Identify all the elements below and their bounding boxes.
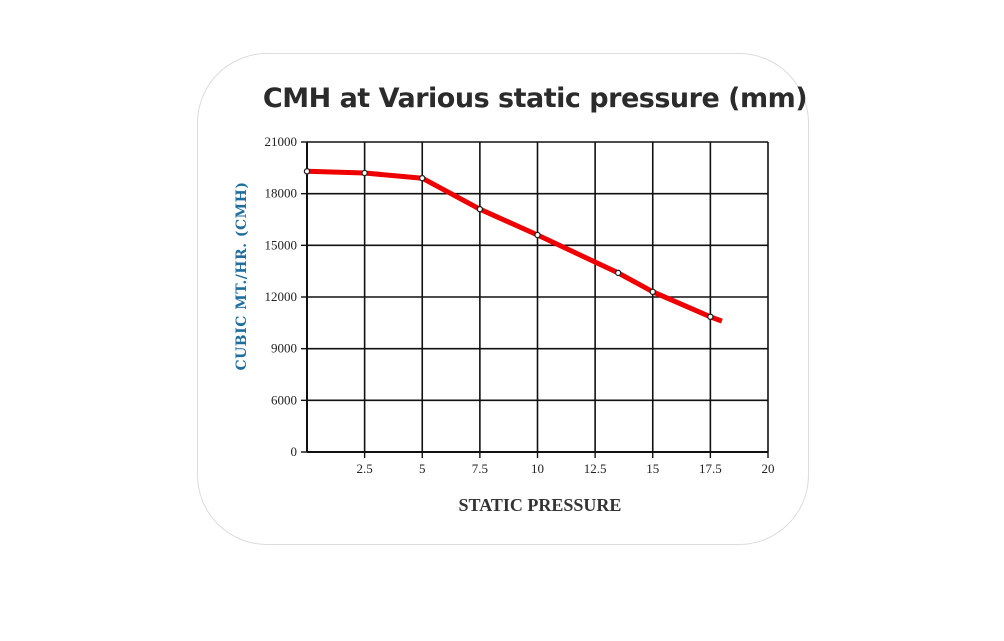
y-tick-label: 9000 (271, 341, 297, 356)
y-tick-label: 12000 (265, 289, 298, 304)
data-point (303, 168, 311, 175)
x-tick-label: 2.5 (357, 461, 373, 476)
tick-labels: 0 6000 9000 12000 15000 18000 21000 2.5 5 7.5 10 12… (265, 134, 775, 476)
x-axis-label: STATIC PRESSURE (458, 495, 622, 515)
data-point (361, 169, 368, 177)
chart-title: CMH at Various static pressure (mm) (262, 83, 808, 114)
data-point (649, 288, 657, 296)
x-tick-label: 5 (419, 461, 426, 476)
y-tick-label: 0 (291, 444, 298, 459)
data-point (476, 205, 484, 213)
x-tick-label: 10 (531, 461, 544, 476)
x-tick-label: 7.5 (472, 461, 488, 476)
data-point (418, 174, 426, 182)
y-tick-label: 6000 (271, 392, 297, 407)
x-tick-label: 20 (762, 461, 775, 476)
chart-card (197, 53, 809, 545)
axes (301, 141, 769, 458)
data-point (614, 269, 622, 277)
y-tick-label: 15000 (265, 237, 298, 252)
data-point (707, 313, 714, 321)
x-tick-label: 17.5 (699, 461, 722, 476)
data-point (534, 231, 541, 239)
x-tick-label: 15 (646, 461, 659, 476)
series (303, 168, 723, 324)
grid (307, 141, 769, 452)
y-tick-label: 21000 (265, 134, 298, 149)
x-tick-label: 12.5 (584, 461, 607, 476)
y-tick-label: 18000 (265, 186, 298, 201)
